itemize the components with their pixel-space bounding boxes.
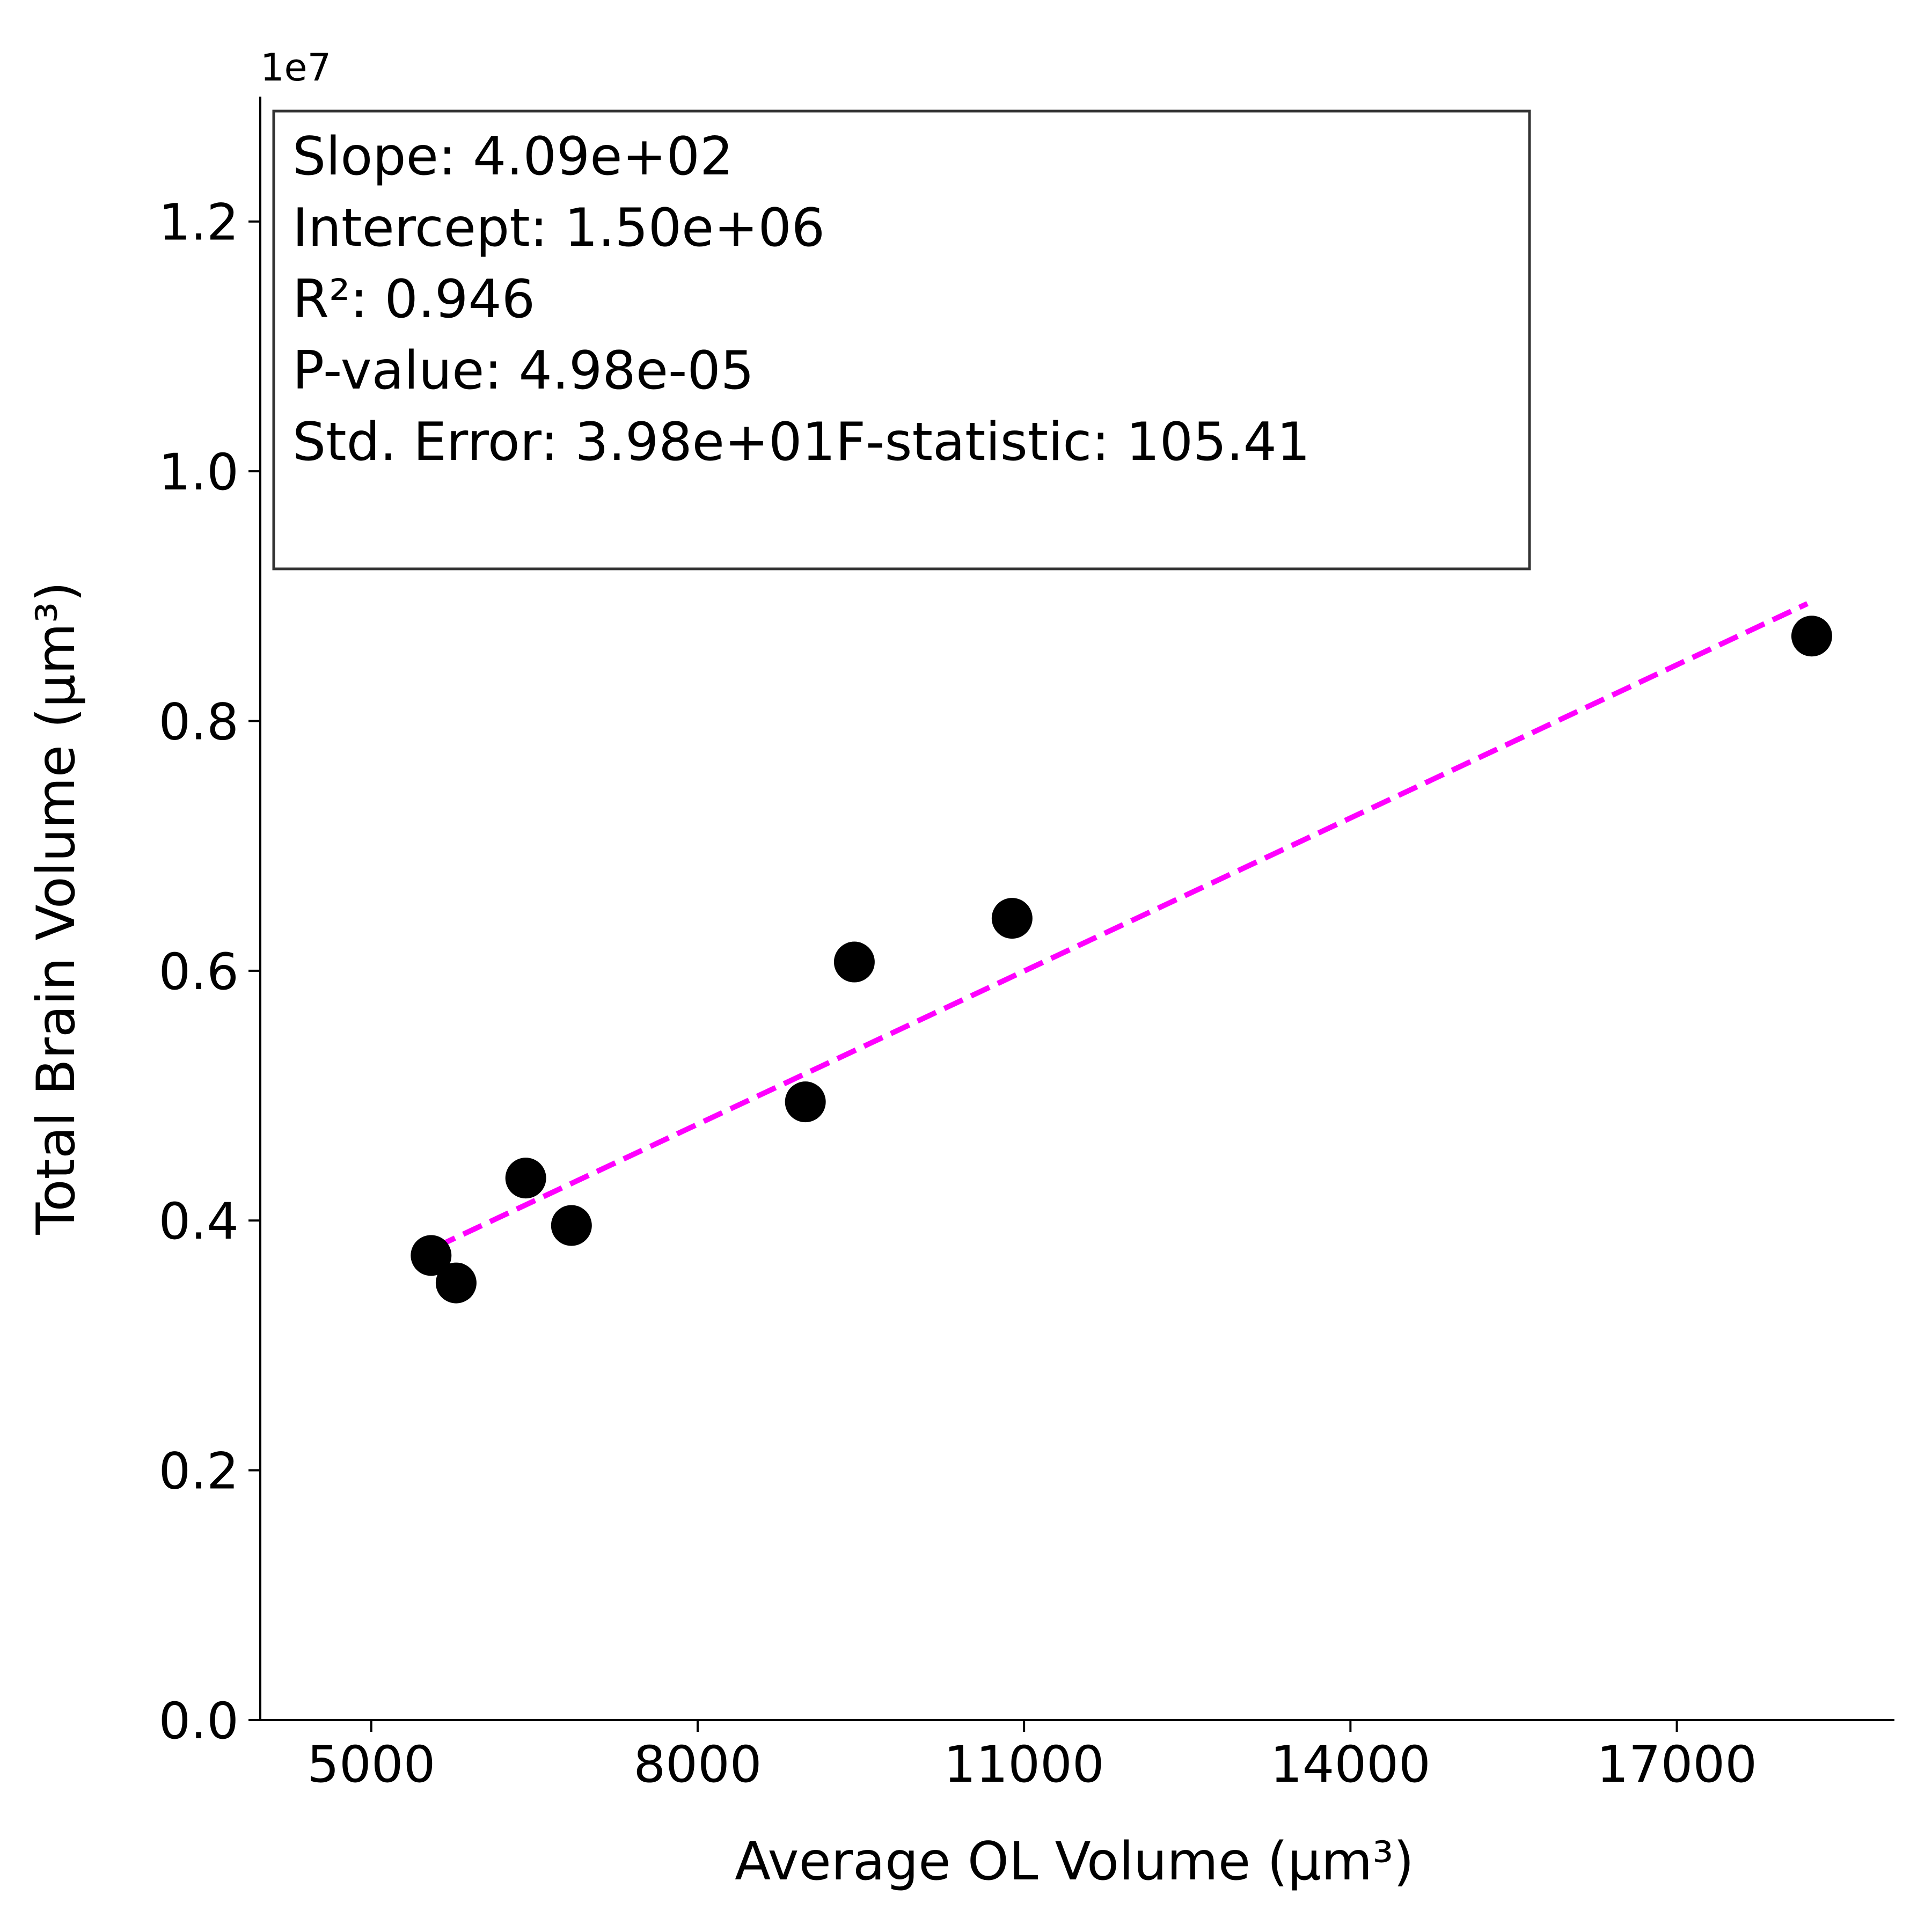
x-tick-label: 5000: [307, 1736, 435, 1794]
stats-line: P-value: 4.98e-05: [292, 340, 754, 401]
y-axis-label: Total Brain Volume (µm³): [26, 581, 87, 1235]
axes: [259, 97, 1894, 1721]
x-ticks: 5000 8000 11000 14000 17000: [307, 1720, 1757, 1794]
y-ticks: 0.0 0.2 0.4 0.6 0.8 1.0 1.2: [159, 194, 260, 1751]
stats-line: Intercept: 1.50e+06: [292, 197, 825, 259]
stats-box: Slope: 4.09e+02 Intercept: 1.50e+06 R²: 0.…: [272, 109, 1531, 570]
scatter-point: [435, 1262, 477, 1304]
stats-box-frame: [272, 109, 1531, 570]
y-tick-label: 1.2: [159, 194, 239, 252]
y-tick-label: 0.8: [159, 693, 239, 751]
x-axis-label: Average OL Volume (µm³): [735, 1831, 1414, 1892]
scatter-point: [833, 941, 875, 983]
scatter-point: [785, 1081, 826, 1123]
y-offset-label: 1e7: [260, 46, 331, 90]
y-tick-label: 0.0: [159, 1692, 239, 1751]
scatter-point: [411, 1235, 452, 1276]
y-tick-label: 0.6: [159, 943, 239, 1001]
stats-text: Slope: 4.09e+02 Intercept: 1.50e+06 R²: 0.…: [292, 126, 1310, 473]
x-tick-label: 11000: [944, 1736, 1104, 1794]
scatter-point: [1791, 616, 1832, 657]
fit-line: [435, 601, 1809, 1249]
y-tick-label: 0.2: [159, 1443, 239, 1501]
x-tick-label: 17000: [1597, 1736, 1757, 1794]
scatter-point: [991, 898, 1033, 939]
x-tick-label: 8000: [633, 1736, 762, 1794]
fit-line-group: [435, 601, 1809, 1249]
scatter-point: [505, 1158, 546, 1199]
y-tick-label: 1.0: [159, 443, 239, 502]
stats-line: R²: 0.946: [292, 269, 535, 330]
scatter-points: [411, 616, 1832, 1304]
x-tick-label: 14000: [1270, 1736, 1431, 1794]
stats-line: Slope: 4.09e+02: [292, 126, 733, 187]
stats-line: Std. Error: 3.98e+01F-statistic: 105.41: [292, 412, 1310, 473]
scatter-point: [551, 1205, 592, 1246]
y-tick-label: 0.4: [159, 1192, 239, 1251]
